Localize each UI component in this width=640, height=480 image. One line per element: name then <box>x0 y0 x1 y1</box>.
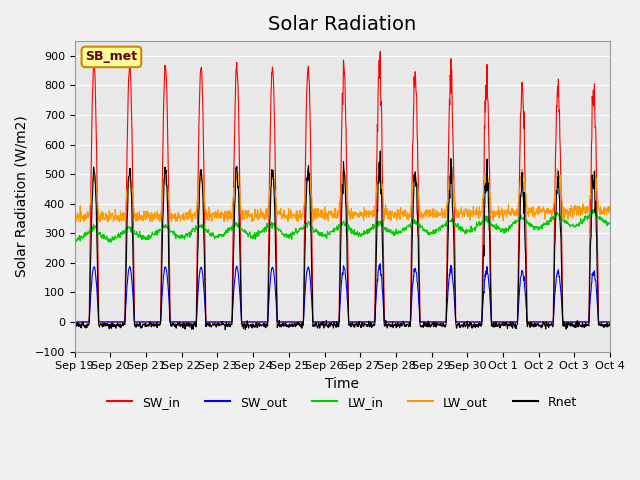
SW_out <box>495 319 503 325</box>
LW_in <box>72 239 79 245</box>
Title: Solar Radiation: Solar Radiation <box>268 15 417 34</box>
SW_in <box>190 319 198 325</box>
SW_out <box>376 261 384 267</box>
SW_out <box>71 319 79 325</box>
Line: SW_in: SW_in <box>75 51 610 322</box>
Rnet <box>190 321 198 326</box>
Rnet <box>250 324 258 330</box>
SW_in <box>495 319 503 325</box>
LW_in <box>495 227 503 232</box>
LW_out <box>495 214 503 220</box>
SW_out <box>543 319 550 325</box>
SW_in <box>426 319 433 325</box>
SW_in <box>250 319 257 325</box>
Line: LW_out: LW_out <box>75 168 610 221</box>
Line: LW_in: LW_in <box>75 209 610 242</box>
Rnet <box>606 321 614 326</box>
SW_in <box>606 319 614 325</box>
Legend: SW_in, SW_out, LW_in, LW_out, Rnet: SW_in, SW_out, LW_in, LW_out, Rnet <box>102 391 582 414</box>
LW_out <box>542 210 550 216</box>
Rnet <box>543 323 550 329</box>
LW_out <box>177 218 184 224</box>
SW_out <box>250 319 257 325</box>
Line: Rnet: Rnet <box>75 151 610 330</box>
LW_in <box>543 218 550 224</box>
SW_in <box>71 319 79 325</box>
SW_out <box>606 319 614 325</box>
LW_in <box>591 206 598 212</box>
Rnet <box>376 148 384 154</box>
SW_out <box>177 319 184 325</box>
X-axis label: Time: Time <box>325 377 359 391</box>
SW_out <box>190 319 198 325</box>
LW_in <box>71 237 79 242</box>
LW_in <box>250 235 258 240</box>
LW_out <box>554 166 561 171</box>
LW_out <box>250 217 257 223</box>
LW_out <box>606 208 614 214</box>
SW_in <box>543 319 550 325</box>
Rnet <box>177 323 184 328</box>
SW_out <box>426 319 433 325</box>
LW_in <box>426 229 433 235</box>
Rnet <box>241 327 249 333</box>
SW_in <box>177 319 184 325</box>
Rnet <box>426 321 433 327</box>
LW_in <box>190 226 198 232</box>
LW_out <box>71 218 79 224</box>
Rnet <box>496 323 504 329</box>
LW_out <box>425 215 433 220</box>
Y-axis label: Solar Radiation (W/m2): Solar Radiation (W/m2) <box>15 116 29 277</box>
Rnet <box>71 322 79 328</box>
SW_in <box>376 48 384 54</box>
Line: SW_out: SW_out <box>75 264 610 322</box>
LW_in <box>177 235 185 241</box>
LW_out <box>190 212 198 218</box>
Text: SB_met: SB_met <box>85 50 138 63</box>
LW_in <box>606 220 614 226</box>
